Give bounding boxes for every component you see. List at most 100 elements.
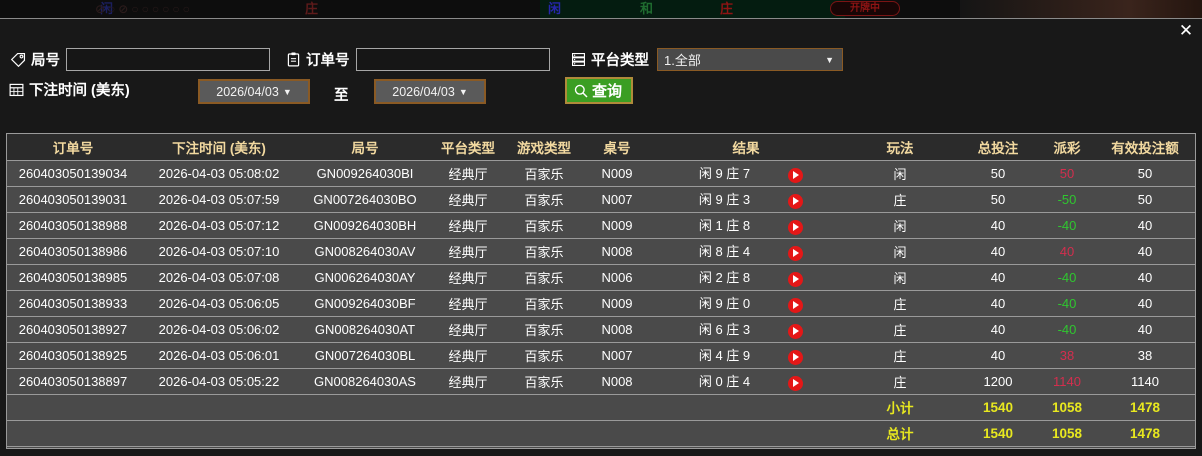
- cell-platform: 经典厅: [431, 160, 505, 187]
- play-icon[interactable]: [787, 193, 803, 209]
- result-text: 闲 1 庄 8: [698, 218, 751, 234]
- result-text: 闲 0 庄 4: [698, 374, 751, 390]
- cell-bet-time: 2026-04-03 05:07:59: [139, 186, 299, 213]
- clipboard-icon: [285, 51, 302, 68]
- cell-valid-bet: 38: [1097, 342, 1193, 369]
- round-no-label: 局号: [31, 53, 60, 69]
- cell-table-no: N007: [583, 342, 651, 369]
- background-red-tile: 庄: [305, 1, 319, 16]
- result-text: 闲 6 庄 3: [698, 322, 751, 338]
- cell-payout: -40: [1037, 212, 1097, 239]
- cell-valid-bet: 40: [1097, 316, 1193, 343]
- cell-status: 已派彩: [1193, 186, 1195, 213]
- table-row[interactable]: 260403050139031 2026-04-03 05:07:59 GN0072…: [7, 186, 1195, 213]
- cell-bet-time: 2026-04-03 05:08:02: [139, 160, 299, 187]
- table-row[interactable]: 260403050138927 2026-04-03 05:06:02 GN0082…: [7, 316, 1195, 343]
- date-to-picker[interactable]: 2026/04/03 ▼: [374, 79, 486, 104]
- cell-play: 庄: [841, 368, 959, 395]
- cell-payout: -40: [1037, 316, 1097, 343]
- cell-total-bet: 40: [959, 238, 1037, 265]
- play-icon[interactable]: [787, 349, 803, 365]
- table-blank-row: [7, 446, 1195, 448]
- cell-round-no: GN007264030BL: [299, 342, 431, 369]
- table-row[interactable]: 260403050138925 2026-04-03 05:06:01 GN0072…: [7, 342, 1195, 369]
- cell-play: 庄: [841, 290, 959, 317]
- order-no-input[interactable]: [355, 48, 550, 71]
- table-row[interactable]: 260403050139034 2026-04-03 05:08:02 GN0092…: [7, 160, 1195, 187]
- tag-icon: [10, 51, 27, 68]
- cell-valid-bet: 40: [1097, 264, 1193, 291]
- col-header-total-bet[interactable]: 总投注: [959, 134, 1037, 161]
- cell-payout: 1140: [1037, 368, 1097, 395]
- col-header-order-no[interactable]: 订单号: [7, 134, 139, 161]
- table-row[interactable]: 260403050138986 2026-04-03 05:07:10 GN0082…: [7, 238, 1195, 265]
- table-row[interactable]: 260403050138933 2026-04-03 05:06:05 GN0092…: [7, 290, 1195, 317]
- play-icon[interactable]: [787, 219, 803, 235]
- cell-status: 已派彩: [1193, 212, 1195, 239]
- summary-valid-bet: 1478: [1097, 420, 1193, 447]
- cell-platform: 经典厅: [431, 212, 505, 239]
- background-dealing-badge: 开牌中: [830, 1, 900, 16]
- cell-round-no: GN009264030BH: [299, 212, 431, 239]
- col-header-bet-time[interactable]: 下注时间 (美东): [139, 134, 299, 161]
- cell-total-bet: 50: [959, 160, 1037, 187]
- play-icon[interactable]: [787, 297, 803, 313]
- cell-result: 闲 0 庄 4: [651, 368, 841, 395]
- table-row[interactable]: 260403050138988 2026-04-03 05:07:12 GN0092…: [7, 212, 1195, 239]
- table-row[interactable]: 260403050138985 2026-04-03 05:07:08 GN0062…: [7, 264, 1195, 291]
- round-no-input[interactable]: [66, 48, 270, 71]
- cell-game-type: 百家乐: [505, 264, 583, 291]
- cell-play: 庄: [841, 186, 959, 213]
- col-header-table-no[interactable]: 桌号: [583, 134, 651, 161]
- play-icon[interactable]: [787, 323, 803, 339]
- filter-bar: 局号 订单号 平台类型 1.全部 ▼ 下注时间 (美东): [0, 43, 1202, 115]
- cell-round-no: GN008264030AS: [299, 368, 431, 395]
- cell-result: 闲 1 庄 8: [651, 212, 841, 239]
- cell-bet-time: 2026-04-03 05:06:05: [139, 290, 299, 317]
- cell-table-no: N006: [583, 264, 651, 291]
- blank-cell: [959, 446, 1037, 448]
- cell-order-no: 260403050138897: [7, 368, 139, 395]
- col-header-payout[interactable]: 派彩: [1037, 134, 1097, 161]
- cell-valid-bet: 40: [1097, 290, 1193, 317]
- cell-game-type: 百家乐: [505, 238, 583, 265]
- blank-cell: [1037, 446, 1097, 448]
- play-icon[interactable]: [787, 167, 803, 183]
- col-header-status[interactable]: 状态: [1193, 134, 1195, 161]
- blank-cell: [1193, 446, 1195, 448]
- summary-empty-cell: [139, 394, 299, 421]
- date-from-picker[interactable]: 2026/04/03 ▼: [198, 79, 310, 104]
- col-header-round-no[interactable]: 局号: [299, 134, 431, 161]
- cell-order-no: 260403050138933: [7, 290, 139, 317]
- table-row[interactable]: 260403050138897 2026-04-03 05:05:22 GN0082…: [7, 368, 1195, 395]
- dialog-titlebar: ✕: [0, 19, 1202, 43]
- background-he-label: 和: [640, 1, 654, 16]
- blank-cell: [139, 446, 299, 448]
- query-button[interactable]: 查询: [565, 77, 634, 104]
- table-body: 260403050139034 2026-04-03 05:08:02 GN0092…: [7, 160, 1195, 448]
- cell-play: 庄: [841, 316, 959, 343]
- summary-empty-cell: [299, 420, 431, 447]
- summary-empty-cell: [651, 420, 841, 447]
- col-header-valid-bet[interactable]: 有效投注额: [1097, 134, 1193, 161]
- cell-status: 已派彩: [1193, 342, 1195, 369]
- col-header-game-type[interactable]: 游戏类型: [505, 134, 583, 161]
- play-icon[interactable]: [787, 375, 803, 391]
- col-header-play[interactable]: 玩法: [841, 134, 959, 161]
- cell-round-no: GN009264030BF: [299, 290, 431, 317]
- col-header-result[interactable]: 结果: [651, 134, 841, 161]
- summary-empty-cell: [139, 420, 299, 447]
- cell-status: 已派彩: [1193, 368, 1195, 395]
- cell-table-no: N007: [583, 186, 651, 213]
- cell-round-no: GN006264030AY: [299, 264, 431, 291]
- col-header-platform[interactable]: 平台类型: [431, 134, 505, 161]
- close-icon[interactable]: ✕: [1178, 21, 1194, 41]
- cell-bet-time: 2026-04-03 05:06:02: [139, 316, 299, 343]
- result-text: 闲 4 庄 9: [698, 348, 751, 364]
- blank-cell: [431, 446, 505, 448]
- result-text: 闲 9 庄 7: [698, 166, 751, 182]
- play-icon[interactable]: [787, 245, 803, 261]
- platform-type-select[interactable]: 1.全部 ▼: [657, 48, 843, 71]
- cell-bet-time: 2026-04-03 05:05:22: [139, 368, 299, 395]
- play-icon[interactable]: [787, 271, 803, 287]
